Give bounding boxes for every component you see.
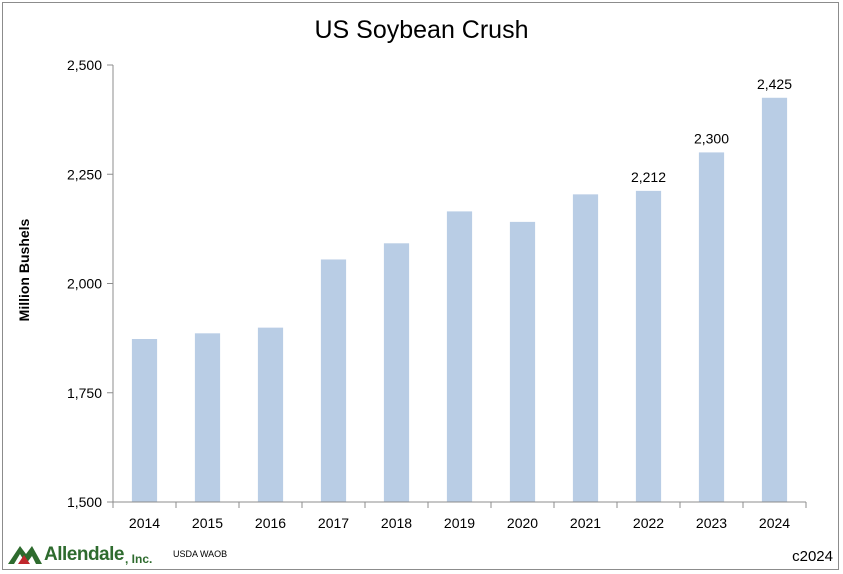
bar [131,338,158,502]
bar [383,243,410,502]
y-tick-label: 2,000 [67,276,102,292]
data-label: 2,300 [694,130,729,146]
data-label: 2,212 [631,169,666,185]
bar [446,211,473,502]
y-tick-label: 1,500 [67,494,102,510]
bar [761,97,788,503]
x-tick-label: 2018 [381,515,412,531]
y-tick-label: 2,500 [67,57,102,73]
x-tick-label: 2022 [633,515,664,531]
x-tick-label: 2021 [570,515,601,531]
bar [320,259,347,502]
x-tick-label: 2017 [318,515,349,531]
bar [698,152,725,502]
x-tick-label: 2014 [129,515,160,531]
logo-suffix: , Inc. [124,552,153,566]
bar [572,194,599,503]
allendale-mountain-icon [8,546,42,564]
x-tick-label: 2016 [255,515,286,531]
allendale-logo: Allendale , Inc. [8,540,152,566]
bar [509,221,536,502]
x-tick-label: 2015 [192,515,223,531]
data-label: 2,425 [757,76,792,92]
x-tick-label: 2024 [759,515,790,531]
x-tick-label: 2023 [696,515,727,531]
logo-name: Allendale [44,544,124,565]
bar [635,190,662,502]
bar [194,333,221,502]
y-tick-label: 1,750 [67,385,102,401]
bar [257,327,284,502]
x-tick-label: 2020 [507,515,538,531]
x-tick-label: 2019 [444,515,475,531]
y-tick-label: 2,250 [67,166,102,182]
copyright-label: c2024 [792,548,833,565]
data-source: USDA WAOB [173,549,228,559]
chart-title: US Soybean Crush [314,16,529,44]
